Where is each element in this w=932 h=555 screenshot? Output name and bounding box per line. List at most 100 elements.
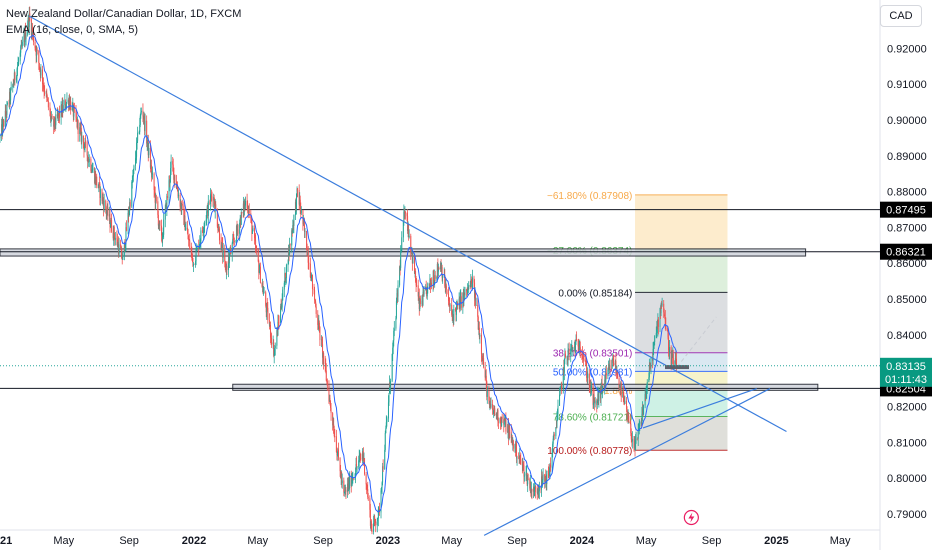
candle-body [284,273,286,282]
candle-body [437,268,439,272]
candle-body [406,213,408,217]
x-tick-label: 2025 [764,535,788,547]
indicator-label[interactable]: EMA (16, close, 0, SMA, 5) [6,24,139,36]
candle-body [333,433,335,436]
candle-body [32,32,34,42]
candle-body [315,301,317,307]
candle-body [1,124,3,134]
y-tick-label: 0.82000 [887,401,927,413]
candle-body [598,389,600,402]
candle-body [486,390,488,397]
candle-body [19,52,21,61]
candle-body [25,30,27,40]
candle-body [287,264,289,266]
candle-body [225,266,227,272]
candle-body [619,386,621,389]
candle-body [326,380,328,382]
candle-body [378,508,380,510]
candle-body [375,521,377,526]
candle-body [438,268,440,270]
x-tick-label: Sep [507,535,527,547]
candle-body [359,455,361,459]
candle-body [102,197,104,201]
candle-body [463,292,465,296]
candle-body [140,110,142,113]
candle-body [95,174,97,184]
candle-body [217,226,219,230]
candle-body [237,229,239,231]
candle-body [664,314,666,318]
candle-body [232,238,234,244]
candle-body [395,301,397,319]
candle-body [523,465,525,477]
candle-body [341,475,343,484]
candle-body [452,315,454,317]
candle-body [497,421,499,423]
candle-body [369,498,371,510]
candle-body [135,158,137,166]
candle-body [367,497,369,499]
x-tick-label: 2022 [182,535,206,547]
candle-body [158,220,160,226]
candle-body [371,529,373,532]
candle-body [361,453,363,459]
candle-body [393,330,395,341]
candle-body [55,114,57,126]
candle-body [638,426,640,428]
candle-body [139,115,141,125]
candle-body [73,108,75,110]
candle-body [69,101,71,108]
candle-body [444,274,446,287]
candle-body [641,413,643,424]
candle-body [95,176,97,184]
candle-body [229,254,231,261]
support-resistance-zone [232,383,819,391]
candle-body [231,243,233,254]
candle-body [34,41,36,48]
candle-body [585,360,587,363]
candle-body [187,233,189,240]
candle-body [519,455,521,459]
candle-body [255,248,257,250]
candle-body [146,142,148,144]
candle-body [101,189,103,201]
candle-body [399,266,401,268]
currency-button[interactable]: CAD [880,5,922,27]
candle-body [550,464,552,468]
candle-body [144,120,146,132]
candle-body [27,27,29,35]
candle-body [567,350,569,361]
candle-body [62,104,64,112]
candle-body [466,289,468,292]
candle-body [218,228,220,241]
candle-body [340,475,342,479]
candle-body [276,330,278,336]
candle-body [545,476,547,481]
candle-body [603,385,605,387]
candle-body [237,229,239,234]
candle-body [66,99,68,103]
candle-body [326,380,328,386]
fib-level-label: 61.80% [598,386,632,397]
candle-body [555,427,557,429]
candle-body [307,251,309,263]
candle-body [210,195,212,197]
candle-body [5,110,7,115]
candle-body [280,306,282,323]
projection-marker [665,365,690,370]
candle-body [46,92,48,97]
candle-body [298,190,300,205]
candle-body [289,243,291,246]
candle-body [369,509,371,526]
candle-body [172,164,174,168]
candle-body [72,104,74,117]
candle-body [434,275,436,283]
candle-body [518,458,520,460]
candle-body [460,296,462,308]
candle-body [626,409,628,416]
candle-body [233,241,235,242]
candle-body [411,252,413,254]
candle-body [189,240,191,249]
